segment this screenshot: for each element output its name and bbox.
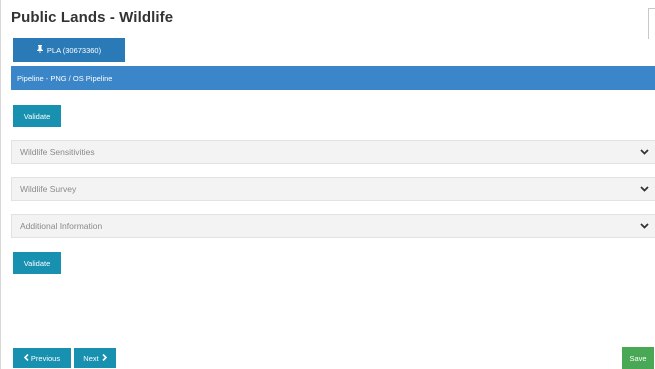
next-label: Next [83, 353, 99, 363]
accordion-label: Wildlife Survey [20, 184, 77, 194]
pla-tab-label: PLA (30673360) [46, 45, 102, 55]
pla-tab[interactable]: PLA (30673360) [13, 38, 125, 62]
validate-button-bottom[interactable]: Validate [13, 252, 61, 274]
chevron-down-icon [639, 221, 649, 231]
pipeline-label: Pipeline - PNG / OS Pipeline [17, 73, 113, 83]
page-title: Public Lands - Wildlife [11, 9, 174, 26]
accordion-wildlife-sensitivities[interactable]: Wildlife Sensitivities [11, 140, 655, 164]
pipeline-header-bar: Pipeline - PNG / OS Pipeline [11, 66, 655, 90]
pin-icon [36, 45, 43, 55]
previous-button[interactable]: Previous [13, 348, 71, 368]
next-button[interactable]: Next [74, 348, 116, 368]
accordion-label: Wildlife Sensitivities [20, 147, 95, 157]
previous-label: Previous [30, 353, 61, 363]
save-button[interactable]: Save [622, 347, 654, 369]
chevron-left-icon [23, 353, 29, 363]
accordion-label: Additional Information [20, 221, 103, 231]
validate-button-top[interactable]: Validate [13, 105, 61, 127]
accordion-wildlife-survey[interactable]: Wildlife Survey [11, 177, 655, 201]
chevron-down-icon [639, 147, 649, 157]
accordion-additional-information[interactable]: Additional Information [11, 214, 655, 238]
chevron-down-icon [639, 184, 649, 194]
chevron-right-icon [102, 353, 107, 363]
panel-edge [648, 8, 655, 39]
